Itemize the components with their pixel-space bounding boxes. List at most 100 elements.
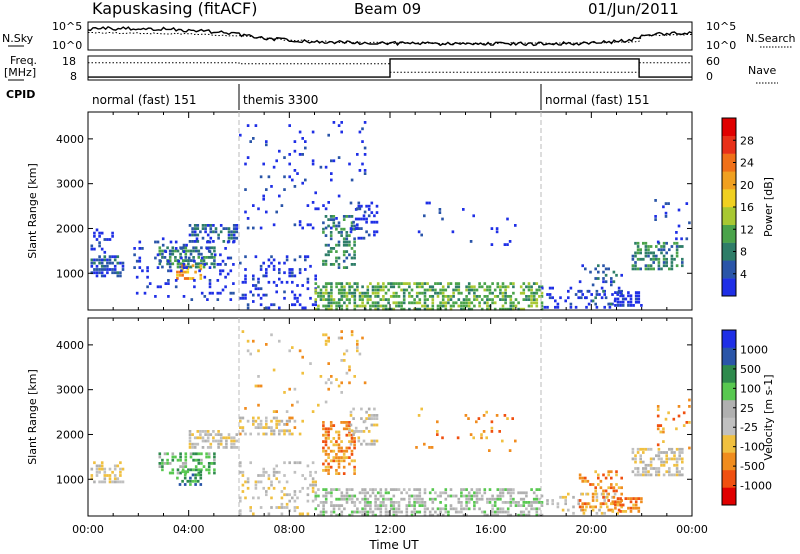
scatter-cell [298,349,302,353]
scatter-cell [324,400,328,404]
scatter-cell [457,497,461,501]
scatter-cell [591,505,595,509]
scatter-cell [257,416,260,420]
scatter-cell [366,301,370,305]
scatter-cell [397,285,401,289]
scatter-cell [306,255,310,259]
scatter-cell [360,407,363,411]
scatter-cell [374,295,377,298]
scatter-cell [213,249,216,253]
scatter-cell [329,424,333,427]
scatter-cell [434,282,437,285]
scatter-cell [219,433,223,436]
scatter-cell [370,423,374,427]
scatter-cell [480,285,484,289]
scatter-cell [216,279,220,282]
scatter-cell [161,458,164,462]
scatter-cell [470,285,474,289]
scatter-cell [514,224,517,227]
scatter-cell [379,491,383,495]
scatter-cell [512,285,515,289]
scatter-cell [348,298,351,301]
scatter-cell [335,307,338,311]
scatter-cell [597,270,600,274]
scatter-cell [244,274,247,278]
scatter-cell [410,510,414,514]
scatter-cell [525,285,528,289]
scatter-cell [270,261,273,265]
scatter-cell [257,474,260,477]
scatter-cell [93,234,96,238]
colorbar-swatch [722,207,736,225]
scatter-cell [265,343,268,346]
scatter-cell [324,469,328,472]
scatter-cell [499,494,502,498]
scatter-cell [659,430,663,434]
scatter-cell [335,224,338,228]
scatter-cell [113,271,117,275]
scatter-cell [343,352,346,356]
scatter-cell [270,303,273,307]
scatter-cell [460,501,463,504]
scatter-cell [196,430,200,433]
scatter-cell [501,295,505,298]
scatter-cell [662,430,665,434]
scatter-cell [665,451,668,454]
scatter-cell [353,469,356,472]
scatter-cell [387,301,390,305]
scatter-cell [631,267,635,271]
scatter-cell [499,298,502,301]
scatter-cell [283,271,286,275]
scatter-cell [340,298,344,301]
scatter-cell [379,501,383,504]
scatter-cell [180,269,183,273]
scatter-cell [634,300,638,304]
scatter-cell [449,282,453,285]
scatter-cell [209,224,213,227]
scatter-cell [363,507,367,511]
scatter-cell [527,282,531,285]
scatter-cell [426,304,429,308]
scatter-cell [395,510,398,514]
scatter-cell [283,461,286,465]
scatter-cell [509,282,513,285]
scatter-cell [232,263,235,266]
scatter-cell [389,285,393,289]
x-tick-label: 08:00 [273,523,305,536]
scatter-cell [629,500,633,504]
scatter-cell [252,496,255,500]
scatter-cell [356,288,359,292]
scatter-cell [491,301,494,305]
scatter-cell [418,501,422,504]
scatter-cell [365,230,368,234]
scatter-cell [614,304,617,307]
scatter-cell [95,264,99,268]
scatter-cell [441,436,444,440]
scatter-cell [509,513,513,517]
scatter-cell [239,133,242,137]
scatter-cell [594,470,597,474]
scatter-cell [280,204,284,207]
scatter-cell [488,449,491,452]
scatter-cell [327,465,330,469]
x-axis-title: Time UT [368,538,419,552]
scatter-cell [358,291,362,295]
scatter-cell [681,257,684,261]
scatter-cell [509,488,513,491]
scatter-cell [439,494,442,498]
scatter-cell [188,433,192,436]
scatter-cell [522,298,526,301]
scatter-cell [532,298,536,301]
scatter-cell [681,460,684,464]
scatter-cell [672,417,676,421]
scatter-cell [100,247,104,251]
scatter-cell [219,442,223,446]
scatter-cell [199,264,203,268]
scatter-cell [441,491,445,495]
scatter-cell [119,480,122,484]
scatter-cell [194,265,198,269]
scatter-cell [373,233,376,237]
scatter-cell [285,423,289,426]
scatter-cell [389,282,393,285]
